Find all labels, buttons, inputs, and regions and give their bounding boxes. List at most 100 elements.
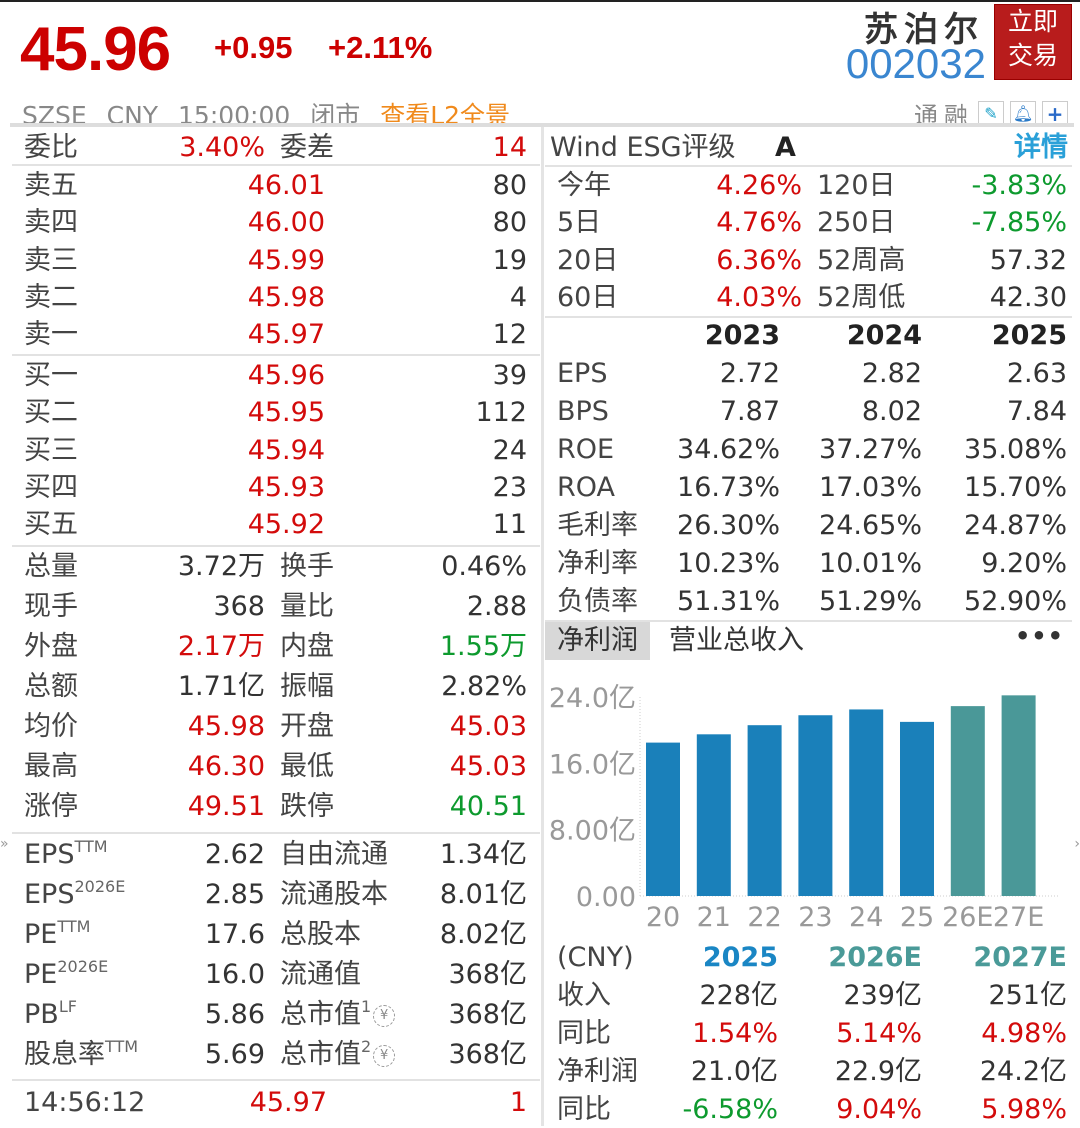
year-header: 2023: [704, 320, 780, 351]
value: 4.98%: [981, 1018, 1067, 1049]
value: 0.46%: [441, 551, 527, 582]
currency-switch-icon[interactable]: ¥: [373, 1004, 396, 1027]
stat-row: 均价 45.98 开盘 45.03: [0, 709, 1080, 745]
row-divider: [12, 1079, 540, 1081]
y-tick-label: 8.00亿: [549, 816, 636, 847]
price-change-pct: +2.11%: [328, 30, 433, 65]
bid-row: 买二 45.95 112: [0, 395, 1080, 431]
valuation-label: EPSTTM: [24, 837, 108, 873]
label-text: 自由流通: [280, 839, 388, 870]
value: 57.32: [989, 244, 1067, 276]
year-header: 2025: [991, 320, 1067, 351]
x-tick-label: 26E: [942, 902, 993, 933]
financial-row: 负债率 51.31% 51.29% 52.90%: [0, 584, 1080, 620]
ask-row: 卖一 45.97 12: [0, 317, 1080, 353]
plus-icon[interactable]: +: [1042, 100, 1068, 127]
tab-net-profit[interactable]: 净利润: [545, 622, 650, 660]
bid-row: 买四 45.93 23: [0, 470, 1080, 506]
value: 239亿: [843, 980, 922, 1011]
label-text: 流通值: [280, 959, 361, 990]
valuation-label: 总股本: [280, 917, 361, 953]
currency-switch-icon[interactable]: ¥: [373, 1044, 396, 1067]
label: 卖五: [24, 170, 78, 201]
row-divider: [545, 165, 1072, 167]
bid-volume: 23: [492, 471, 527, 503]
bell-icon[interactable]: 🔔︎: [1010, 100, 1036, 127]
pencil-icon[interactable]: ✎: [978, 100, 1004, 127]
value: 2.85: [204, 879, 265, 910]
ask-volume: 80: [492, 207, 527, 239]
label: 委差: [280, 132, 334, 163]
value: 17.03%: [819, 472, 922, 503]
label: EPS: [557, 358, 608, 389]
value: 52.90%: [964, 586, 1067, 617]
return-row: 今年 4.26% 120日 -3.83%: [0, 168, 1080, 204]
row-divider: [545, 316, 1072, 318]
collapse-left-icon[interactable]: »: [0, 836, 9, 852]
value: 368亿: [448, 999, 527, 1030]
year-header: 2024: [846, 320, 922, 351]
trade-label-2: 交易: [1007, 41, 1058, 70]
value: 15.70%: [964, 472, 1067, 503]
bar: [696, 734, 731, 896]
y-tick-label: 24.0亿: [549, 683, 636, 714]
valuation-label: 总市值1 ¥: [280, 997, 396, 1033]
label: 总额: [24, 671, 78, 702]
value: 46.30: [187, 751, 265, 782]
value: 9.04%: [836, 1094, 922, 1125]
label-text: 总股本: [280, 919, 361, 950]
label: 卖三: [24, 244, 78, 276]
tab-revenue[interactable]: 营业总收入: [669, 625, 804, 656]
bid-price: 45.94: [247, 434, 325, 466]
value: 3.72万: [177, 551, 265, 582]
row-divider: [12, 354, 540, 356]
x-tick-label: 21: [697, 902, 731, 933]
value: 22.9亿: [834, 1056, 922, 1087]
trade-now-button[interactable]: 立即 交易: [994, 4, 1072, 80]
value: 2.72: [719, 358, 780, 389]
value: 37.27%: [819, 434, 922, 465]
value: 368亿: [448, 1039, 527, 1070]
value: 2.88: [466, 591, 527, 622]
value: 368: [213, 591, 265, 622]
label: ROA: [557, 472, 616, 503]
esg-details-link[interactable]: 详情: [1014, 132, 1068, 163]
label-superscript: LF: [58, 997, 77, 1016]
label: 14:56:12: [24, 1087, 146, 1118]
stat-row: 最高 46.30 最低 45.03: [0, 749, 1080, 785]
x-tick-label: 27E: [993, 902, 1044, 933]
collapse-right-icon[interactable]: ›: [1074, 836, 1080, 852]
ask-volume: 4: [509, 281, 527, 313]
value: 2.82%: [441, 671, 527, 702]
label: 买三: [24, 434, 78, 466]
ask-price: 46.01: [247, 170, 325, 201]
bid-price: 45.93: [247, 471, 325, 503]
ask-row: 卖三 45.99 19: [0, 243, 1080, 279]
label: Wind ESG评级: [550, 132, 736, 163]
label-superscript: 1: [361, 997, 372, 1016]
ask-price: 46.00: [247, 207, 325, 239]
label: 今年: [557, 170, 611, 201]
label-superscript: 2026E: [74, 877, 126, 896]
value: 1.71亿: [177, 671, 265, 702]
label: 买二: [24, 397, 78, 429]
value: 49.51: [187, 791, 265, 822]
valuation-label: EPS2026E: [24, 877, 125, 913]
value: 6.36%: [716, 244, 802, 276]
financial-row: 净利率 10.23% 10.01% 9.20%: [0, 546, 1080, 582]
label: ROE: [557, 434, 615, 465]
x-tick-label: 23: [798, 902, 832, 933]
label: 委比: [24, 132, 78, 163]
financial-row: ROE 34.62% 37.27% 35.08%: [0, 432, 1080, 468]
ask-price: 45.98: [247, 281, 325, 313]
stat-row: 涨停 49.51 跌停 40.51: [0, 789, 1080, 825]
label: 120日: [817, 170, 896, 201]
last-price: 45.96: [20, 15, 171, 84]
more-icon[interactable]: •••: [1014, 622, 1064, 650]
label: BPS: [557, 396, 609, 427]
value: -7.85%: [971, 207, 1067, 239]
bid-price: 45.92: [247, 509, 325, 541]
financial-row: EPS 2.72 2.82 2.63: [0, 356, 1080, 392]
value: 5.86: [204, 999, 265, 1030]
ask-row: 卖五 46.01 80: [0, 168, 1080, 204]
